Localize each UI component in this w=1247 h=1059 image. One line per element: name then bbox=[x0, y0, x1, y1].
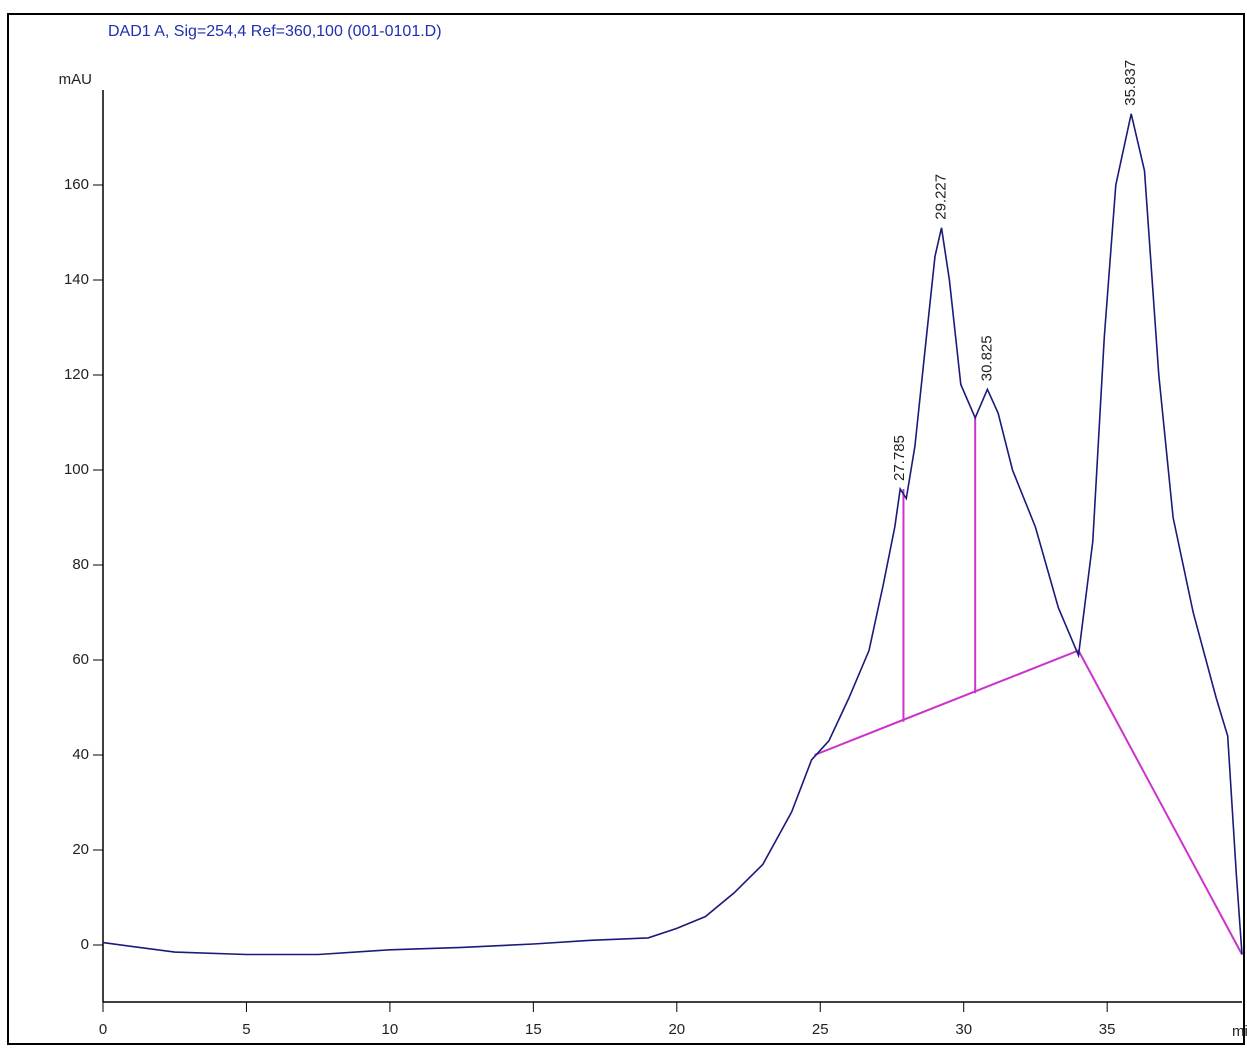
peak-label: 29.227 bbox=[932, 174, 949, 220]
x-tick-label: 0 bbox=[99, 1021, 107, 1038]
x-tick-label: 25 bbox=[812, 1021, 829, 1038]
x-axis-label: min bbox=[1232, 1023, 1247, 1040]
y-tick-label: 120 bbox=[64, 366, 89, 383]
baseline bbox=[814, 649, 1243, 955]
peak-label: 27.785 bbox=[891, 435, 908, 481]
y-tick-label: 60 bbox=[72, 651, 89, 668]
y-tick-label: 160 bbox=[64, 176, 89, 193]
y-tick-label: 100 bbox=[64, 461, 89, 478]
x-tick-label: 20 bbox=[668, 1021, 685, 1038]
peak-label: 35.837 bbox=[1122, 60, 1139, 106]
x-tick-label: 5 bbox=[242, 1021, 250, 1038]
y-tick-label: 40 bbox=[72, 746, 89, 763]
y-tick-label: 20 bbox=[72, 841, 89, 858]
y-axis-label: mAU bbox=[59, 71, 92, 88]
y-tick-label: 140 bbox=[64, 271, 89, 288]
signal-line bbox=[102, 113, 1243, 956]
x-tick-label: 30 bbox=[955, 1021, 972, 1038]
chart-title: DAD1 A, Sig=254,4 Ref=360,100 (001-0101.… bbox=[108, 23, 442, 40]
x-tick-label: 35 bbox=[1099, 1021, 1116, 1038]
peak-label: 30.825 bbox=[978, 335, 995, 381]
x-tick-label: 15 bbox=[525, 1021, 542, 1038]
frame bbox=[7, 13, 1245, 1045]
y-tick-label: 80 bbox=[72, 556, 89, 573]
x-tick-label: 10 bbox=[382, 1021, 399, 1038]
y-tick-label: 0 bbox=[81, 936, 89, 953]
